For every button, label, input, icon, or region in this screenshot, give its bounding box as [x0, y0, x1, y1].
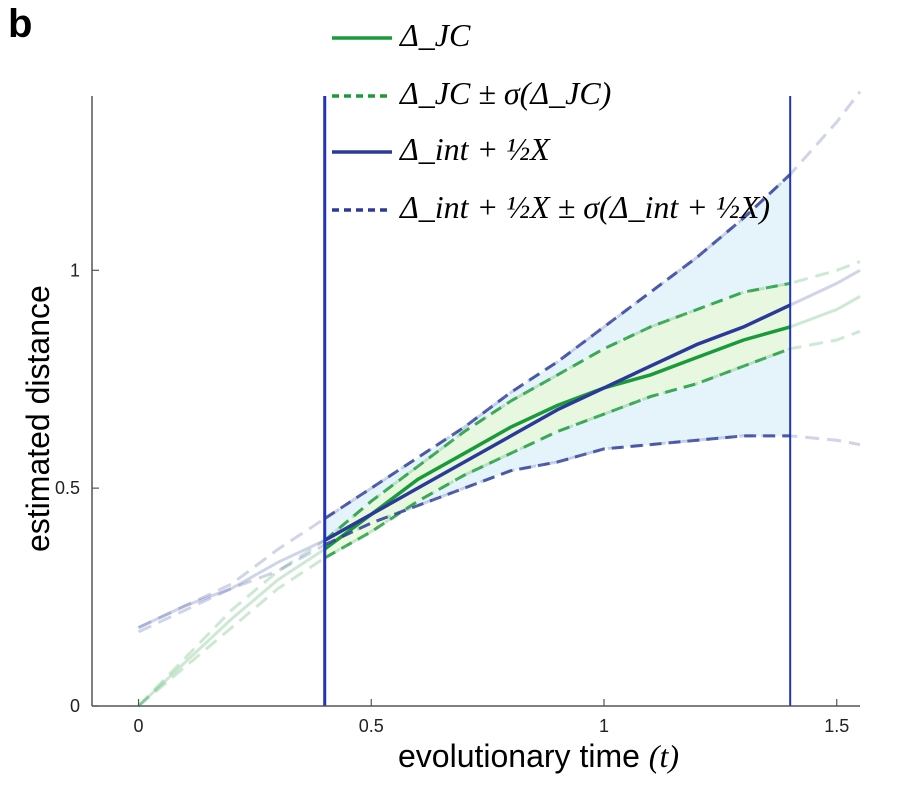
vertical-marker-layer — [323, 96, 792, 706]
legend-label-0: Δ_JC — [398, 17, 471, 53]
x-tick-label: 1.5 — [824, 716, 849, 736]
panel-label: b — [8, 2, 33, 46]
series-line-4 — [323, 173, 792, 520]
series-line-0 — [323, 325, 791, 551]
series-line-5 — [324, 434, 791, 547]
series-layer — [323, 173, 792, 560]
x-tick-label: 0 — [134, 716, 144, 736]
x-axis-label-text: evolutionary time — [398, 738, 640, 774]
legend-label-1: Δ_JC ± σ(Δ_JC) — [398, 75, 611, 111]
highlight-band-layer — [324, 174, 791, 558]
y-tick-label: 0.5 — [55, 478, 80, 498]
series-line-1 — [323, 281, 791, 542]
x-tick-label: 1 — [599, 716, 609, 736]
x-axis-label-variable: (t) — [648, 738, 679, 774]
legend-label-2: Δ_int + ½X — [398, 131, 551, 167]
legend-layer: Δ_JC Δ_JC ± σ(Δ_JC) Δ_int + ½X Δ_int + ½X ±… — [332, 17, 770, 225]
x-axis-label: evolutionary time (t) — [398, 738, 679, 775]
legend-label-3: Δ_int + ½X ± σ(Δ_int + ½X) — [398, 189, 770, 225]
highlight-band-green — [324, 283, 791, 558]
x-tick-label: 0.5 — [359, 716, 384, 736]
y-tick-label: 1 — [70, 260, 80, 280]
faded-series-line-1 — [137, 260, 861, 708]
series-line-3 — [323, 303, 791, 542]
series-line-2 — [323, 347, 791, 560]
axes-layer: 0 0.5 1 1.5 0 0.5 1 — [55, 96, 860, 736]
y-tick-label: 0 — [70, 696, 80, 716]
